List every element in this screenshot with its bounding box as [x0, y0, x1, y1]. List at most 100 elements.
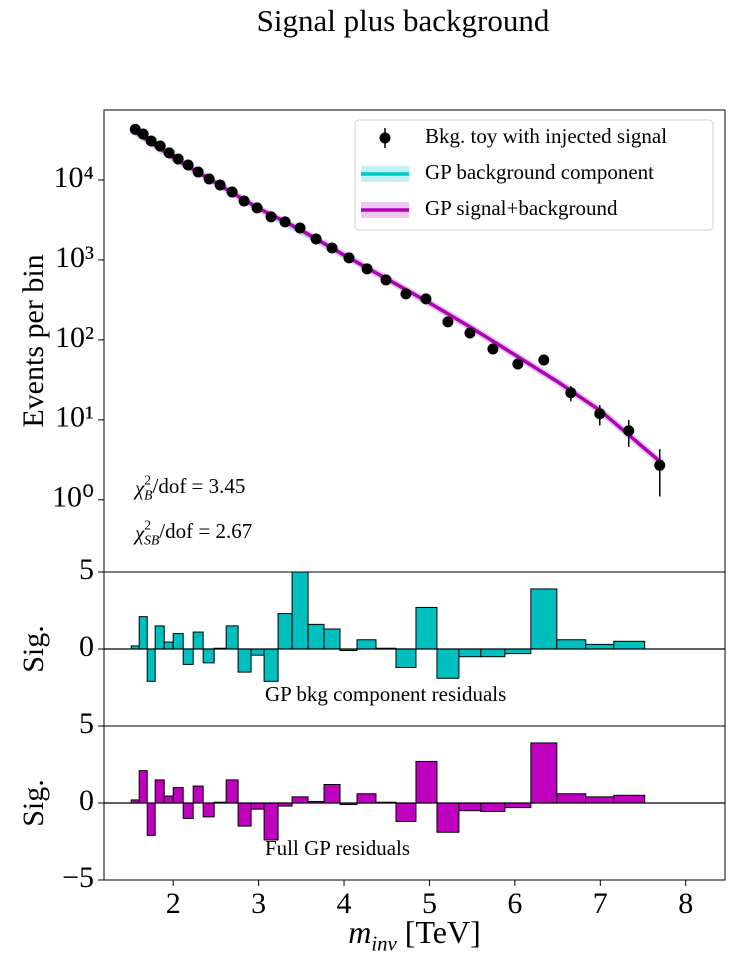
bar — [395, 802, 417, 822]
fit-annotation-sub: SB — [144, 532, 160, 547]
y-tick-label: 0 — [79, 784, 94, 817]
bar — [163, 641, 174, 650]
bar — [172, 787, 184, 804]
bar — [182, 648, 194, 665]
data-point — [163, 147, 175, 159]
data-point — [487, 343, 499, 355]
y-tick-label: 10⁴ — [54, 161, 94, 194]
data-point — [279, 216, 291, 228]
data-point — [343, 252, 355, 264]
legend-label: GP background component — [425, 160, 654, 184]
bar — [291, 571, 309, 650]
fit-annotation-symbol: χ — [133, 476, 145, 500]
bar — [154, 625, 165, 650]
bar — [237, 648, 252, 673]
data-point — [172, 153, 184, 165]
bar — [192, 631, 204, 650]
data-point — [214, 179, 226, 191]
bar — [225, 779, 239, 804]
data-point — [251, 202, 263, 214]
bar — [192, 785, 204, 804]
bar — [225, 625, 239, 650]
bar — [263, 648, 279, 682]
legend-marker — [379, 132, 391, 144]
data-point — [310, 233, 322, 245]
panel-annotation: Full GP residuals — [265, 836, 410, 860]
legend-label: Bkg. toy with injected signal — [425, 124, 667, 148]
bar — [613, 794, 646, 804]
x-axis-label: minv [TeV] — [348, 914, 480, 955]
bar — [146, 648, 156, 682]
bar — [356, 793, 377, 804]
bar — [307, 623, 325, 650]
chart-title: Signal plus background — [257, 3, 550, 38]
data-point — [538, 354, 550, 366]
bar — [585, 796, 615, 804]
fit-annotation: χ2 SB/dof = 2.67 — [133, 518, 252, 548]
bar — [146, 802, 156, 836]
fit-annotation-symbol: χ — [133, 521, 145, 545]
panel-annotation: GP bkg component residuals — [265, 682, 506, 706]
data-point — [594, 408, 606, 420]
data-point — [182, 159, 194, 171]
bar — [237, 802, 252, 827]
bar — [585, 643, 615, 650]
bar — [415, 606, 438, 650]
y-tick-label: 10⁰ — [52, 481, 94, 514]
x-tick-label: 4 — [337, 887, 352, 920]
bar — [458, 648, 482, 658]
plot-frame — [103, 725, 726, 881]
data-point — [361, 263, 373, 275]
bar — [613, 640, 646, 650]
data-point — [145, 135, 157, 147]
bar — [356, 639, 377, 650]
bar — [504, 802, 532, 809]
data-point — [623, 425, 635, 437]
x-tick-label: 8 — [678, 887, 693, 920]
x-tick-label: 6 — [507, 887, 522, 920]
data-point — [400, 288, 412, 300]
bar — [277, 613, 293, 650]
data-point — [654, 459, 666, 471]
y-tick-label: 10² — [55, 321, 94, 354]
data-point — [420, 293, 432, 305]
y-tick-label: 5 — [79, 553, 94, 586]
bar — [138, 616, 148, 650]
bar — [504, 648, 532, 655]
data-point — [294, 222, 306, 234]
fit-annotation-text: /dof = 2.67 — [159, 519, 252, 543]
y-tick-label: 10¹ — [55, 401, 94, 434]
bar — [250, 648, 265, 656]
fit-annotation-text: /dof = 3.45 — [152, 474, 245, 498]
bar — [436, 802, 460, 833]
bar — [323, 784, 341, 804]
x-tick-label: 3 — [251, 887, 266, 920]
bar — [138, 770, 148, 804]
legend-label: GP signal+background — [425, 196, 618, 220]
bar — [172, 633, 184, 650]
data-point — [380, 274, 392, 286]
bar — [530, 742, 558, 804]
x-axis-label-text: [TeV] — [397, 914, 481, 950]
x-tick-label: 2 — [166, 887, 181, 920]
data-point — [192, 166, 204, 178]
y-axis-label: Events per bin — [17, 254, 50, 427]
bar — [323, 628, 341, 650]
y-tick-label: 5 — [79, 707, 94, 740]
fit-annotation: χ2 B/dof = 3.45 — [133, 473, 245, 503]
bar — [556, 793, 587, 804]
data-point — [464, 327, 476, 339]
data-point — [512, 358, 524, 370]
fit-annotation-sub: B — [144, 487, 153, 502]
legend-box — [354, 119, 714, 231]
bar — [263, 802, 279, 841]
y-tick-label: −5 — [62, 861, 94, 894]
data-point — [442, 316, 454, 328]
bar — [395, 648, 417, 668]
bar — [480, 648, 506, 658]
bar — [154, 779, 165, 804]
bar — [202, 802, 215, 818]
bar — [458, 802, 482, 812]
